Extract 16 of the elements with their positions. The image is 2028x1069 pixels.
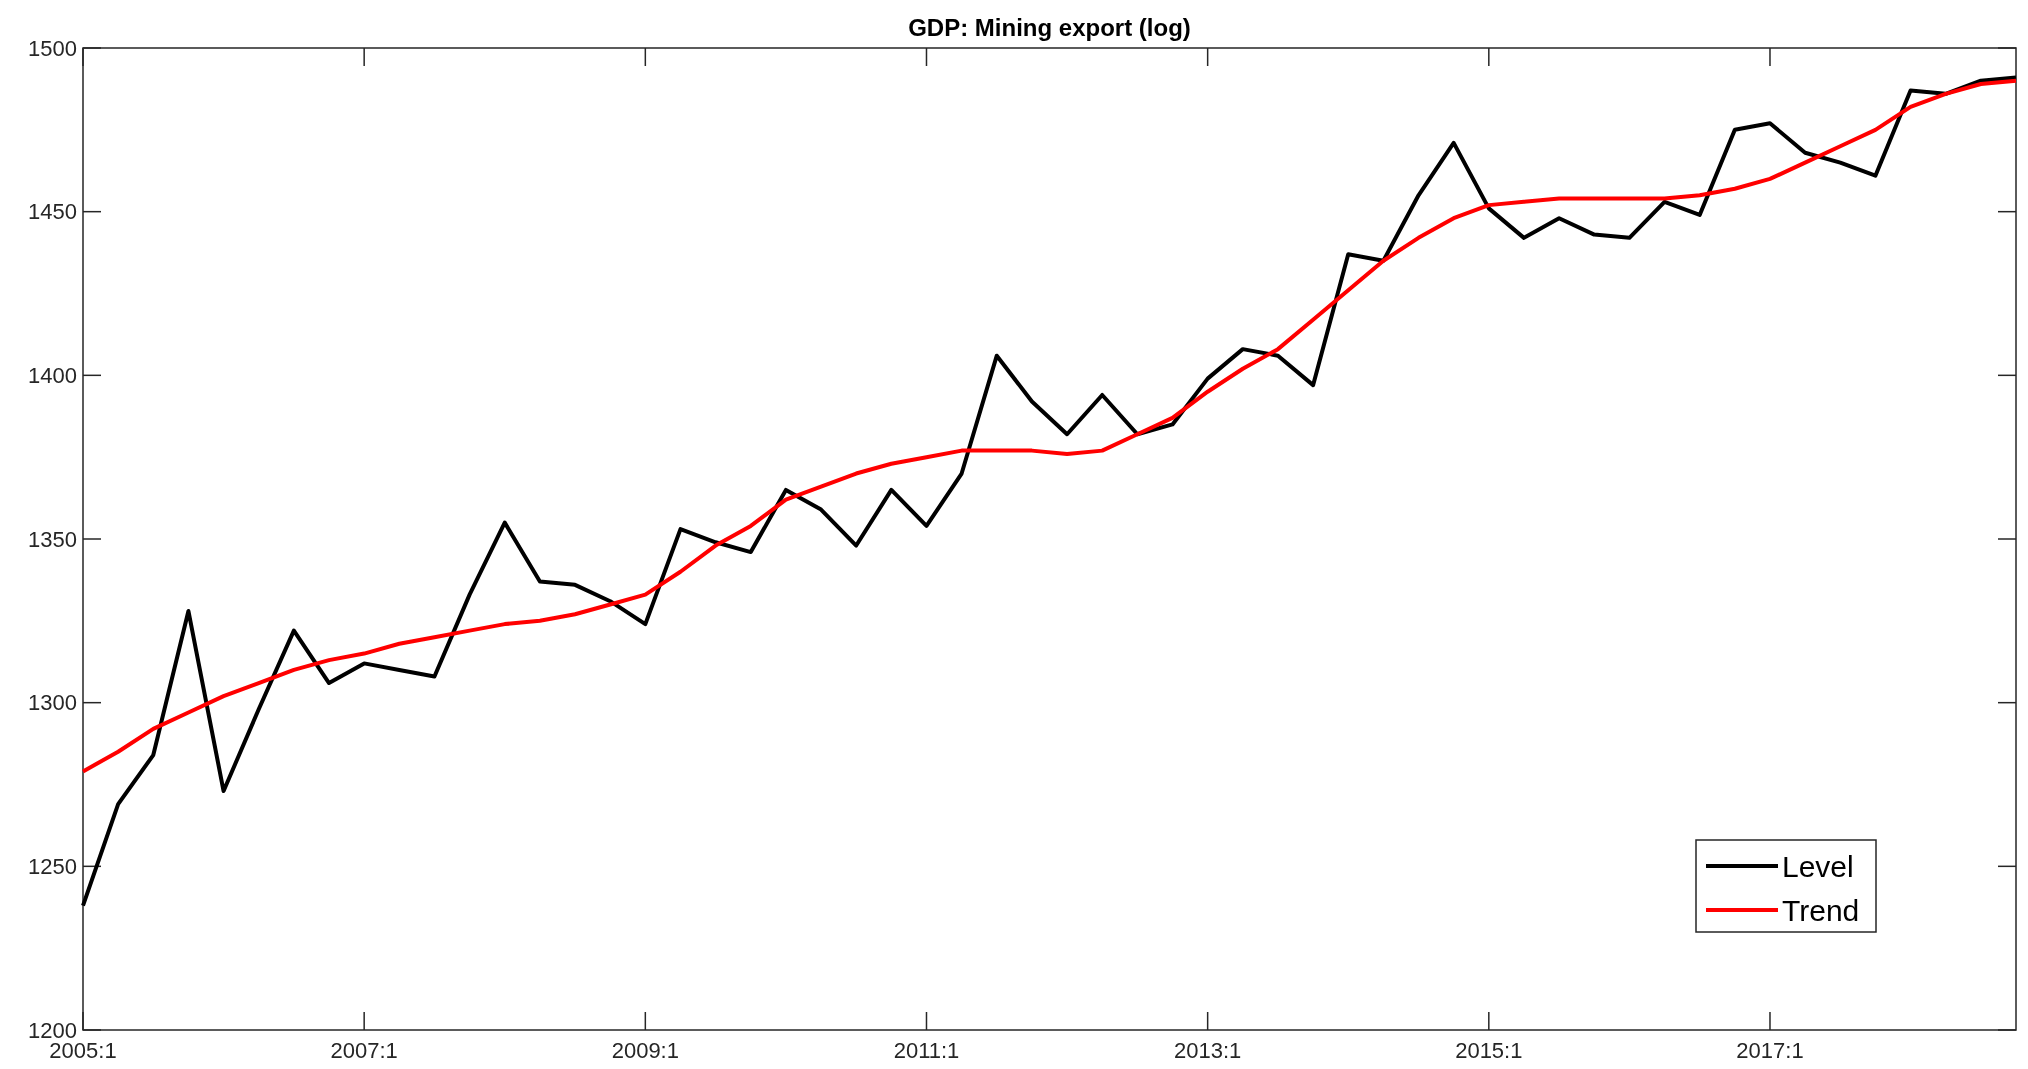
x-tick-label: 2017:1 <box>1736 1038 1804 1063</box>
y-tick-label: 1450 <box>28 199 77 225</box>
x-tick-label: 2007:1 <box>330 1038 398 1063</box>
legend-label: Trend <box>1782 893 1860 927</box>
x-tick-label: 2015:1 <box>1455 1038 1523 1063</box>
line-series <box>81 78 2018 774</box>
y-tick-label: 1350 <box>28 526 77 552</box>
y-tick-label: 1300 <box>28 690 77 716</box>
y-tick-label: 1500 <box>28 35 77 61</box>
chart-title: GDP: Mining export (log) <box>908 14 1191 41</box>
x-tick-label: 2009:1 <box>611 1038 679 1063</box>
legend-label: Level <box>1782 849 1854 883</box>
x-tick-label: 2013:1 <box>1174 1038 1242 1063</box>
y-tick-label: 1400 <box>28 363 77 389</box>
x-tick-label: 2011:1 <box>893 1038 960 1063</box>
y-tick-label: 1250 <box>28 854 77 880</box>
